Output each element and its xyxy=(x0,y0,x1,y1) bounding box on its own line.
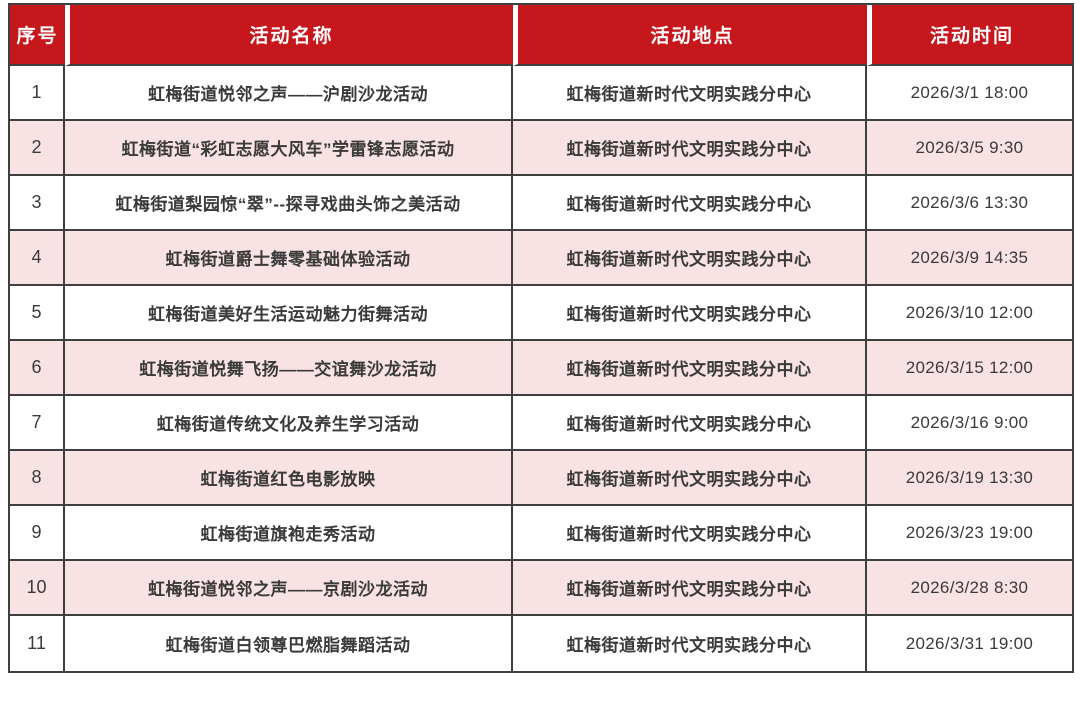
cell-name: 虹梅街道悦舞飞扬——交谊舞沙龙活动 xyxy=(65,341,513,396)
cell-time: 2026/3/23 19:00 xyxy=(867,506,1072,561)
table-row: 10 虹梅街道悦邻之声——京剧沙龙活动 虹梅街道新时代文明实践分中心 2026/3/2… xyxy=(10,561,1072,616)
column-header-name: 活动名称 xyxy=(65,5,513,66)
cell-location: 虹梅街道新时代文明实践分中心 xyxy=(513,121,867,176)
cell-index: 5 xyxy=(10,286,65,341)
cell-name: 虹梅街道悦邻之声——沪剧沙龙活动 xyxy=(65,66,513,121)
cell-name: 虹梅街道旗袍走秀活动 xyxy=(65,506,513,561)
cell-time: 2026/3/10 12:00 xyxy=(867,286,1072,341)
table-row: 6 虹梅街道悦舞飞扬——交谊舞沙龙活动 虹梅街道新时代文明实践分中心 2026/3/1… xyxy=(10,341,1072,396)
cell-index: 3 xyxy=(10,176,65,231)
cell-name: 虹梅街道白领尊巴燃脂舞蹈活动 xyxy=(65,616,513,671)
cell-location: 虹梅街道新时代文明实践分中心 xyxy=(513,396,867,451)
cell-location: 虹梅街道新时代文明实践分中心 xyxy=(513,286,867,341)
column-header-time: 活动时间 xyxy=(867,5,1072,66)
cell-index: 6 xyxy=(10,341,65,396)
cell-index: 7 xyxy=(10,396,65,451)
cell-time: 2026/3/1 18:00 xyxy=(867,66,1072,121)
activity-schedule-table-wrap: 序号 活动名称 活动地点 活动时间 1 虹梅街道悦邻之声——沪剧沙龙活动 虹梅街道新… xyxy=(8,3,1074,673)
cell-time: 2026/3/6 13:30 xyxy=(867,176,1072,231)
cell-time: 2026/3/31 19:00 xyxy=(867,616,1072,671)
table-row: 9 虹梅街道旗袍走秀活动 虹梅街道新时代文明实践分中心 2026/3/23 19:00 xyxy=(10,506,1072,561)
cell-location: 虹梅街道新时代文明实践分中心 xyxy=(513,341,867,396)
table-row: 3 虹梅街道梨园惊“翠”--探寻戏曲头饰之美活动 虹梅街道新时代文明实践分中心 202… xyxy=(10,176,1072,231)
cell-location: 虹梅街道新时代文明实践分中心 xyxy=(513,451,867,506)
cell-name: 虹梅街道爵士舞零基础体验活动 xyxy=(65,231,513,286)
cell-index: 9 xyxy=(10,506,65,561)
cell-time: 2026/3/15 12:00 xyxy=(867,341,1072,396)
cell-name: 虹梅街道红色电影放映 xyxy=(65,451,513,506)
cell-location: 虹梅街道新时代文明实践分中心 xyxy=(513,616,867,671)
cell-time: 2026/3/9 14:35 xyxy=(867,231,1072,286)
cell-name: 虹梅街道美好生活运动魅力街舞活动 xyxy=(65,286,513,341)
table-row: 4 虹梅街道爵士舞零基础体验活动 虹梅街道新时代文明实践分中心 2026/3/9 14… xyxy=(10,231,1072,286)
table-row: 8 虹梅街道红色电影放映 虹梅街道新时代文明实践分中心 2026/3/19 13:30 xyxy=(10,451,1072,506)
cell-name: 虹梅街道传统文化及养生学习活动 xyxy=(65,396,513,451)
table-header-row: 序号 活动名称 活动地点 活动时间 xyxy=(10,5,1072,66)
cell-name: 虹梅街道梨园惊“翠”--探寻戏曲头饰之美活动 xyxy=(65,176,513,231)
cell-time: 2026/3/28 8:30 xyxy=(867,561,1072,616)
table-row: 2 虹梅街道“彩虹志愿大风车”学雷锋志愿活动 虹梅街道新时代文明实践分中心 2026/… xyxy=(10,121,1072,176)
column-header-location: 活动地点 xyxy=(513,5,867,66)
cell-location: 虹梅街道新时代文明实践分中心 xyxy=(513,66,867,121)
cell-name: 虹梅街道悦邻之声——京剧沙龙活动 xyxy=(65,561,513,616)
cell-time: 2026/3/5 9:30 xyxy=(867,121,1072,176)
cell-index: 1 xyxy=(10,66,65,121)
cell-index: 8 xyxy=(10,451,65,506)
cell-index: 2 xyxy=(10,121,65,176)
cell-location: 虹梅街道新时代文明实践分中心 xyxy=(513,561,867,616)
table-row: 11 虹梅街道白领尊巴燃脂舞蹈活动 虹梅街道新时代文明实践分中心 2026/3/31 … xyxy=(10,616,1072,671)
table-body: 1 虹梅街道悦邻之声——沪剧沙龙活动 虹梅街道新时代文明实践分中心 2026/3/1 … xyxy=(10,66,1072,671)
cell-index: 10 xyxy=(10,561,65,616)
table-row: 5 虹梅街道美好生活运动魅力街舞活动 虹梅街道新时代文明实践分中心 2026/3/10… xyxy=(10,286,1072,341)
cell-name: 虹梅街道“彩虹志愿大风车”学雷锋志愿活动 xyxy=(65,121,513,176)
cell-location: 虹梅街道新时代文明实践分中心 xyxy=(513,176,867,231)
table-row: 1 虹梅街道悦邻之声——沪剧沙龙活动 虹梅街道新时代文明实践分中心 2026/3/1 … xyxy=(10,66,1072,121)
table-row: 7 虹梅街道传统文化及养生学习活动 虹梅街道新时代文明实践分中心 2026/3/16 … xyxy=(10,396,1072,451)
cell-index: 4 xyxy=(10,231,65,286)
cell-time: 2026/3/16 9:00 xyxy=(867,396,1072,451)
activity-schedule-table: 序号 活动名称 活动地点 活动时间 1 虹梅街道悦邻之声——沪剧沙龙活动 虹梅街道新… xyxy=(8,3,1074,673)
cell-location: 虹梅街道新时代文明实践分中心 xyxy=(513,231,867,286)
cell-index: 11 xyxy=(10,616,65,671)
cell-location: 虹梅街道新时代文明实践分中心 xyxy=(513,506,867,561)
cell-time: 2026/3/19 13:30 xyxy=(867,451,1072,506)
column-header-index: 序号 xyxy=(10,5,65,66)
